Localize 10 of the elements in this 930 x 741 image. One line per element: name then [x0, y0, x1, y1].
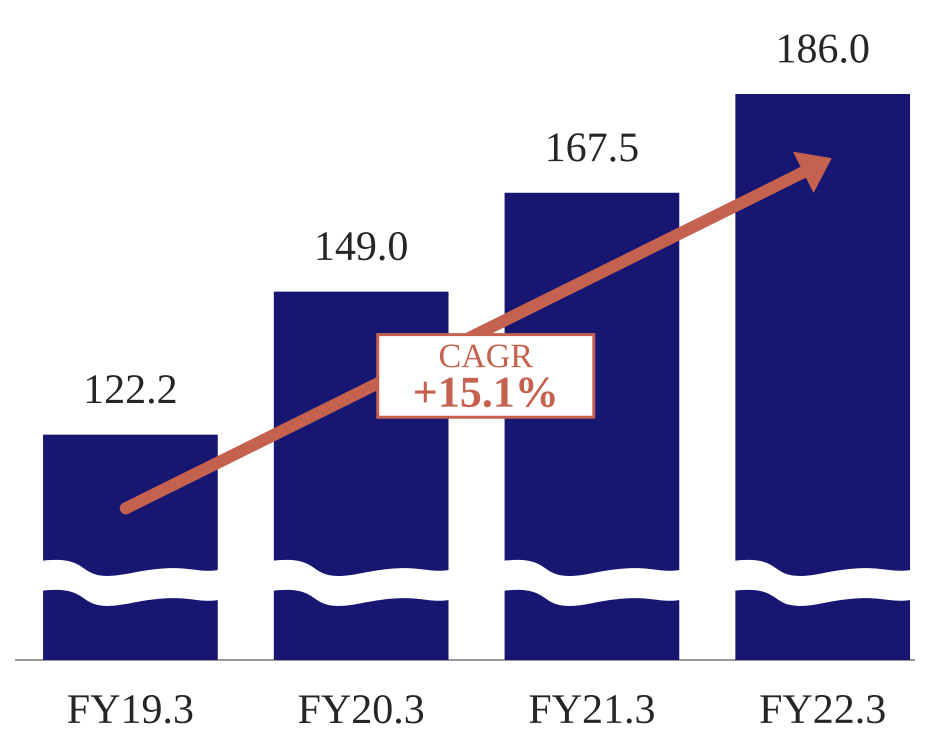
data-label: 149.0	[318, 232, 407, 260]
x-tick-label: FY21.3	[530, 695, 654, 724]
x-tick-label: FY20.3	[298, 695, 424, 724]
x-tick-label: FY22.3	[760, 695, 885, 724]
data-label: 186.0	[779, 34, 868, 63]
annotation: CAGR	[440, 344, 533, 368]
annotation: +15.1%	[415, 377, 555, 408]
data-label: 122.2	[86, 375, 176, 404]
x-tick-label: FY19.3	[68, 695, 192, 724]
data-label: 167.5	[548, 133, 638, 162]
